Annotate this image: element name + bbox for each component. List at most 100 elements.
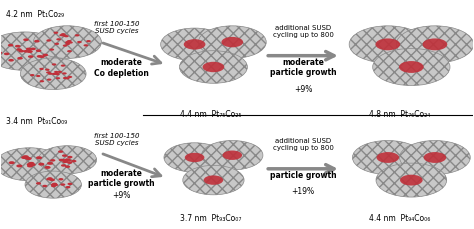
Circle shape	[399, 61, 424, 73]
Circle shape	[17, 57, 23, 60]
Circle shape	[48, 73, 53, 75]
Circle shape	[26, 157, 32, 160]
Circle shape	[65, 186, 71, 188]
Circle shape	[375, 38, 400, 50]
Circle shape	[83, 44, 88, 46]
Circle shape	[49, 48, 54, 51]
Circle shape	[28, 162, 35, 165]
Circle shape	[42, 185, 47, 187]
Circle shape	[27, 50, 32, 53]
Circle shape	[65, 77, 70, 79]
Circle shape	[48, 178, 54, 181]
Circle shape	[222, 150, 242, 160]
Circle shape	[23, 155, 29, 158]
Circle shape	[68, 76, 72, 78]
Circle shape	[0, 52, 2, 54]
Text: particle growth: particle growth	[270, 171, 336, 180]
Circle shape	[28, 55, 34, 58]
Text: +9%: +9%	[112, 191, 131, 200]
Circle shape	[55, 73, 59, 75]
Circle shape	[18, 50, 24, 52]
Text: additional SUSD
cycling up to 800: additional SUSD cycling up to 800	[273, 138, 333, 151]
Circle shape	[36, 156, 42, 159]
Circle shape	[36, 182, 41, 185]
Circle shape	[62, 72, 67, 74]
Circle shape	[52, 63, 56, 65]
Circle shape	[62, 154, 67, 157]
Circle shape	[45, 166, 51, 169]
Circle shape	[77, 41, 82, 43]
Text: additional SUSD
cycling up to 800: additional SUSD cycling up to 800	[273, 25, 333, 38]
Circle shape	[53, 184, 58, 186]
Text: moderate: moderate	[100, 58, 143, 77]
Circle shape	[353, 141, 423, 174]
Circle shape	[63, 77, 67, 79]
Circle shape	[21, 156, 27, 159]
Circle shape	[15, 45, 20, 48]
Circle shape	[400, 141, 470, 174]
Circle shape	[61, 159, 66, 161]
Circle shape	[180, 51, 247, 83]
Circle shape	[349, 26, 427, 63]
Circle shape	[396, 26, 474, 63]
Circle shape	[29, 163, 36, 166]
Circle shape	[66, 159, 72, 162]
Circle shape	[0, 148, 64, 181]
Circle shape	[30, 74, 35, 76]
Text: first 100-150
SUSD cycles: first 100-150 SUSD cycles	[94, 133, 139, 146]
Circle shape	[63, 161, 68, 163]
Circle shape	[36, 49, 41, 52]
Text: 3.4 nm  Pt₉₁Co₀₉: 3.4 nm Pt₉₁Co₀₉	[6, 117, 67, 126]
Circle shape	[67, 183, 73, 185]
Text: 4.8 nm  Pt₇₆Co₂₄: 4.8 nm Pt₇₆Co₂₄	[369, 110, 430, 119]
Circle shape	[23, 38, 29, 41]
Text: 4.4 nm  Pt₉₄Co₀₆: 4.4 nm Pt₉₄Co₀₆	[369, 214, 430, 223]
Circle shape	[33, 26, 101, 58]
Circle shape	[55, 77, 60, 79]
Circle shape	[51, 185, 56, 187]
Circle shape	[46, 178, 51, 180]
Circle shape	[65, 165, 70, 168]
Circle shape	[184, 39, 205, 50]
Text: first 100-150
SUSD cycles: first 100-150 SUSD cycles	[94, 21, 139, 34]
Circle shape	[39, 55, 45, 58]
Circle shape	[376, 152, 399, 163]
Circle shape	[64, 35, 69, 37]
Circle shape	[27, 50, 33, 53]
Circle shape	[36, 75, 41, 77]
Circle shape	[65, 43, 70, 45]
Circle shape	[56, 38, 61, 41]
Circle shape	[27, 164, 33, 167]
Circle shape	[27, 163, 33, 166]
Circle shape	[0, 32, 65, 70]
Circle shape	[34, 40, 40, 43]
Circle shape	[67, 161, 72, 164]
Circle shape	[424, 152, 446, 163]
Circle shape	[39, 68, 44, 70]
Circle shape	[4, 52, 9, 55]
Circle shape	[400, 175, 423, 185]
Circle shape	[63, 44, 67, 47]
Circle shape	[201, 141, 263, 170]
Circle shape	[36, 55, 42, 58]
Circle shape	[55, 73, 60, 75]
Circle shape	[51, 184, 56, 186]
Circle shape	[16, 164, 22, 167]
Circle shape	[54, 32, 58, 34]
Circle shape	[39, 80, 44, 82]
Text: +9%: +9%	[294, 85, 312, 94]
Circle shape	[185, 153, 204, 162]
Circle shape	[9, 59, 14, 62]
Circle shape	[376, 163, 447, 197]
Circle shape	[58, 150, 64, 153]
Circle shape	[20, 58, 86, 90]
Text: 4.2 nm  Pt₁Co₂₉: 4.2 nm Pt₁Co₂₉	[6, 11, 64, 19]
Circle shape	[221, 37, 243, 47]
Circle shape	[50, 159, 55, 162]
Circle shape	[67, 50, 72, 52]
Circle shape	[204, 175, 223, 185]
Circle shape	[164, 143, 225, 172]
Circle shape	[64, 158, 70, 161]
Circle shape	[60, 183, 65, 186]
Circle shape	[27, 163, 33, 166]
